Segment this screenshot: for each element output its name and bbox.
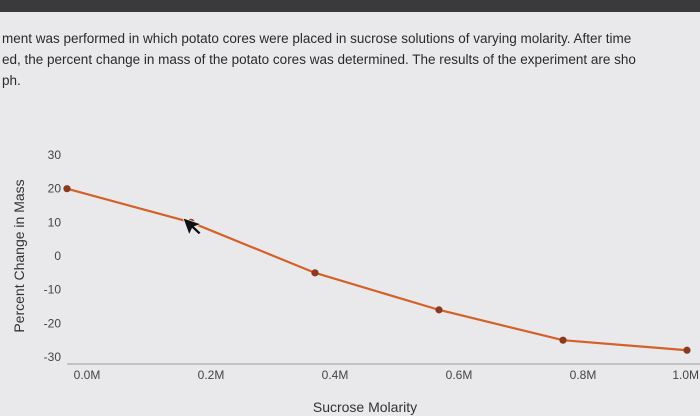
x-tick-label: 0.4M: [322, 368, 349, 382]
y-tick-label: -30: [44, 350, 62, 364]
data-point: [63, 185, 71, 193]
mouse-cursor-icon: [182, 217, 203, 236]
y-axis-title: Percent Change in Mass: [11, 179, 27, 332]
data-point: [683, 346, 691, 354]
x-tick-label: 0.6M: [446, 368, 473, 382]
series-group: [63, 185, 691, 354]
x-tick-labels: 0.0M 0.2M 0.4M 0.6M 0.8M 1.0M: [74, 368, 699, 382]
question-line-2: ed, the percent change in mass of the po…: [2, 52, 636, 67]
x-tick-label: 0.2M: [198, 368, 225, 382]
y-tick-label: 20: [48, 182, 62, 196]
question-text: ment was performed in which potato cores…: [0, 28, 700, 91]
y-tick-label: 0: [54, 249, 61, 263]
series-line: [66, 187, 688, 352]
top-dark-bar: [0, 0, 700, 12]
y-tick-label: 10: [48, 215, 62, 229]
x-tick-label: 1.0M: [672, 368, 699, 382]
x-axis-title: Sucrose Molarity: [313, 399, 417, 415]
y-tick-label: -20: [44, 316, 62, 330]
x-tick-label: 0.0M: [74, 368, 101, 382]
data-point: [559, 336, 567, 344]
question-line-3: ph.: [2, 73, 21, 88]
data-point: [311, 269, 319, 277]
y-tick-label: 30: [48, 148, 62, 162]
data-point: [435, 306, 443, 314]
question-line-1: ment was performed in which potato cores…: [2, 31, 632, 46]
x-tick-label: 0.8M: [570, 368, 597, 382]
y-tick-labels: 30 20 10 0 -10 -20 -30: [44, 148, 62, 364]
y-axis-title-group: Percent Change in Mass: [11, 179, 27, 332]
y-tick-label: -10: [44, 283, 62, 297]
